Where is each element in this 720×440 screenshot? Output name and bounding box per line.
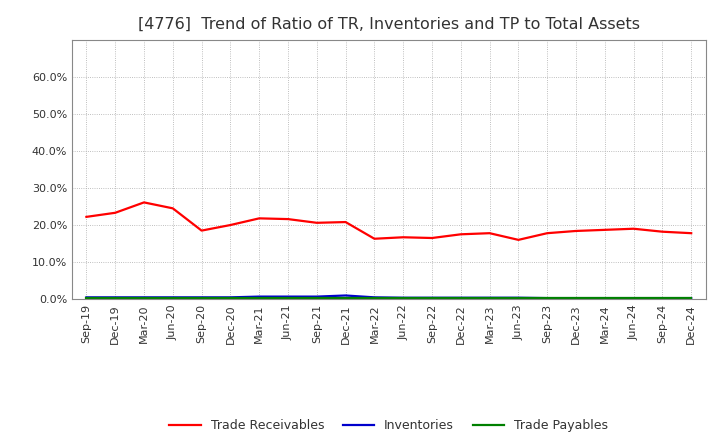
Trade Payables [255, 295, 264, 301]
Legend: Trade Receivables, Inventories, Trade Payables: Trade Receivables, Inventories, Trade Pa… [164, 414, 613, 437]
Trade Payables [284, 295, 292, 301]
Trade Receivables [255, 216, 264, 221]
Inventories [687, 295, 696, 301]
Trade Receivables [82, 214, 91, 220]
Inventories [600, 295, 609, 301]
Trade Payables [600, 295, 609, 301]
Inventories [399, 295, 408, 301]
Inventories [341, 293, 350, 298]
Inventories [485, 295, 494, 301]
Trade Payables [370, 295, 379, 301]
Trade Payables [226, 295, 235, 301]
Title: [4776]  Trend of Ratio of TR, Inventories and TP to Total Assets: [4776] Trend of Ratio of TR, Inventories… [138, 16, 640, 32]
Trade Receivables [687, 231, 696, 236]
Inventories [658, 295, 667, 301]
Trade Receivables [514, 237, 523, 242]
Trade Receivables [600, 227, 609, 232]
Line: Trade Receivables: Trade Receivables [86, 202, 691, 240]
Trade Receivables [226, 222, 235, 227]
Inventories [111, 295, 120, 300]
Inventories [82, 295, 91, 300]
Inventories [226, 295, 235, 300]
Trade Payables [82, 295, 91, 301]
Trade Receivables [543, 231, 552, 236]
Trade Receivables [341, 220, 350, 225]
Inventories [428, 295, 436, 301]
Trade Payables [543, 295, 552, 301]
Trade Receivables [399, 235, 408, 240]
Trade Payables [658, 295, 667, 301]
Trade Payables [514, 295, 523, 301]
Trade Payables [312, 295, 321, 301]
Trade Payables [428, 295, 436, 301]
Line: Inventories: Inventories [86, 296, 691, 298]
Trade Receivables [370, 236, 379, 242]
Inventories [370, 295, 379, 300]
Trade Receivables [284, 216, 292, 222]
Inventories [312, 294, 321, 299]
Trade Payables [687, 295, 696, 301]
Inventories [197, 295, 206, 300]
Inventories [255, 294, 264, 299]
Inventories [140, 295, 148, 300]
Trade Receivables [658, 229, 667, 235]
Inventories [456, 295, 465, 301]
Inventories [284, 294, 292, 299]
Trade Receivables [485, 231, 494, 236]
Inventories [168, 295, 177, 300]
Trade Payables [197, 295, 206, 301]
Trade Receivables [111, 210, 120, 216]
Trade Payables [572, 295, 580, 301]
Trade Receivables [312, 220, 321, 225]
Trade Payables [399, 295, 408, 301]
Inventories [572, 295, 580, 301]
Trade Receivables [140, 200, 148, 205]
Trade Receivables [428, 235, 436, 241]
Inventories [629, 295, 638, 301]
Trade Payables [456, 295, 465, 301]
Trade Payables [111, 295, 120, 301]
Trade Receivables [168, 205, 177, 211]
Trade Payables [168, 295, 177, 301]
Trade Payables [629, 295, 638, 301]
Inventories [514, 295, 523, 301]
Trade Payables [485, 295, 494, 301]
Trade Receivables [572, 228, 580, 234]
Trade Receivables [197, 228, 206, 233]
Trade Receivables [629, 226, 638, 231]
Trade Payables [140, 295, 148, 301]
Trade Receivables [456, 231, 465, 237]
Trade Payables [341, 295, 350, 301]
Inventories [543, 295, 552, 301]
